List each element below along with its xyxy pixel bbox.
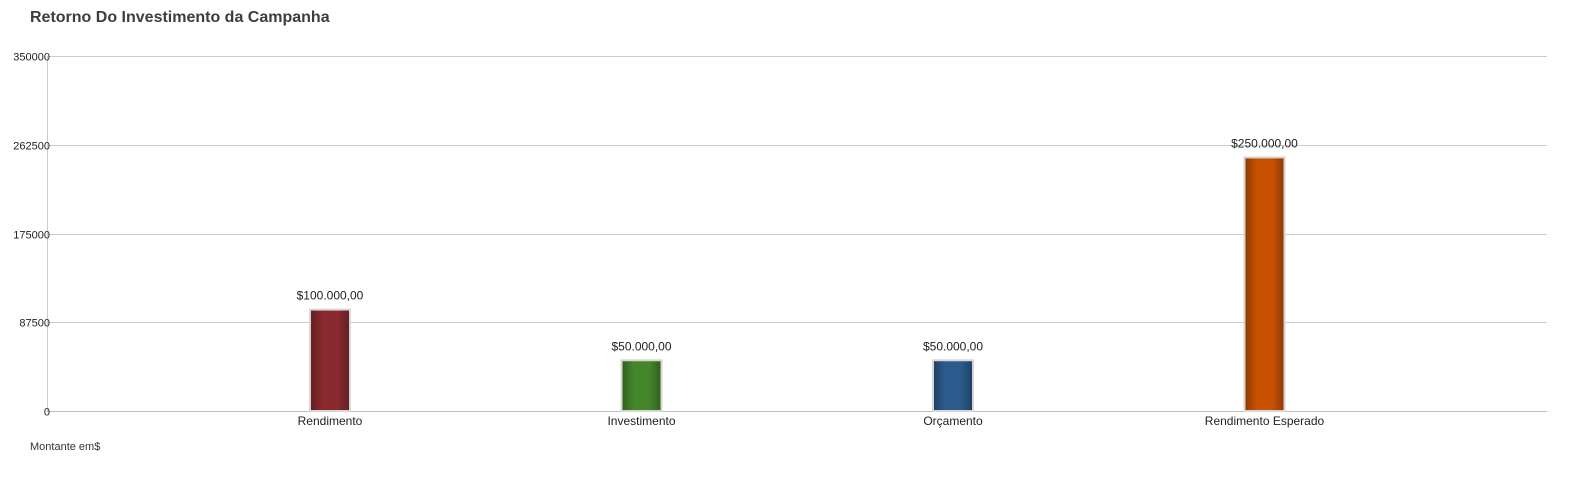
data-label: $250.000,00 — [1231, 136, 1298, 150]
x-category-label: Investimento — [607, 414, 675, 428]
data-label: $50.000,00 — [611, 339, 671, 353]
data-label: $100.000,00 — [297, 289, 364, 303]
data-label: $50.000,00 — [923, 339, 983, 353]
bar — [310, 310, 350, 411]
bar-shading — [311, 311, 349, 410]
x-category-label: Rendimento — [298, 414, 363, 428]
x-category-label: Rendimento Esperado — [1205, 414, 1325, 428]
bar — [1245, 157, 1285, 411]
bar — [933, 360, 973, 411]
gridlines — [47, 56, 1547, 412]
y-tick-label: 350000 — [13, 52, 50, 64]
footer-label: Montante em$ — [30, 441, 100, 453]
data-labels: $100.000,00 $50.000,00 $50.000,00 $250.000,… — [297, 136, 1299, 353]
x-category-label: Orçamento — [923, 414, 983, 428]
y-tick-label: 87500 — [19, 318, 50, 330]
x-axis-labels: Rendimento Investimento Orçamento Rendiment… — [298, 414, 1325, 428]
bar-shading — [623, 361, 661, 410]
bar-shading — [1246, 158, 1284, 410]
y-tick-label: 0 — [44, 407, 50, 419]
y-tick-label: 175000 — [13, 230, 50, 242]
bars — [310, 157, 1285, 411]
y-tick-label: 262500 — [13, 141, 50, 153]
y-axis-ticks: 0 87500 175000 262500 350000 — [13, 52, 50, 419]
bar-shading — [934, 361, 972, 410]
bar — [622, 360, 662, 411]
